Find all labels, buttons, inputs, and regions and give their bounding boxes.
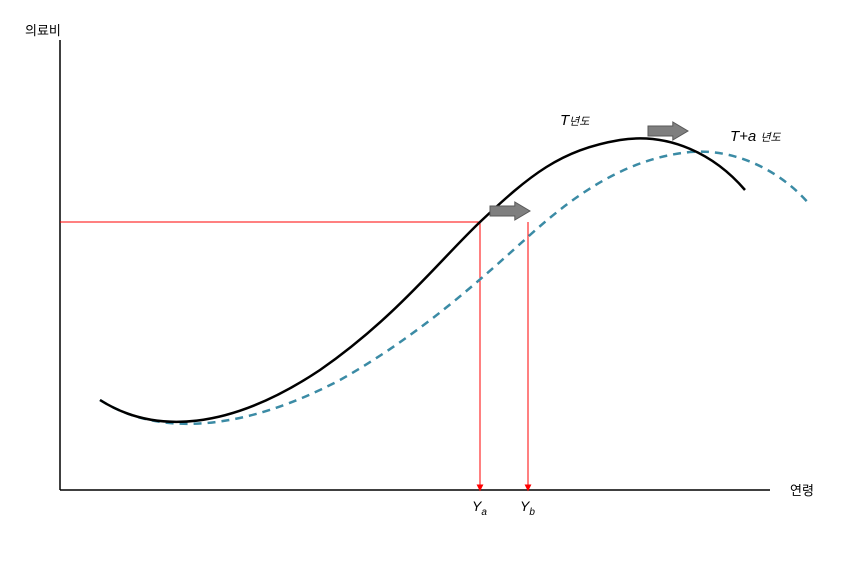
y-axis-label: 의료비	[25, 20, 61, 39]
curve-dashed-label: T+a 년도	[730, 128, 781, 145]
curve-solid-label: T년도	[560, 112, 589, 129]
chart-svg	[0, 0, 844, 564]
x-axis-label: 연령	[790, 480, 814, 499]
ya-tick-label: Ya	[472, 498, 487, 518]
chart-container: 의료비 연령 T년도 T+a 년도 Ya Yb	[0, 0, 844, 564]
yb-tick-label: Yb	[520, 498, 535, 518]
